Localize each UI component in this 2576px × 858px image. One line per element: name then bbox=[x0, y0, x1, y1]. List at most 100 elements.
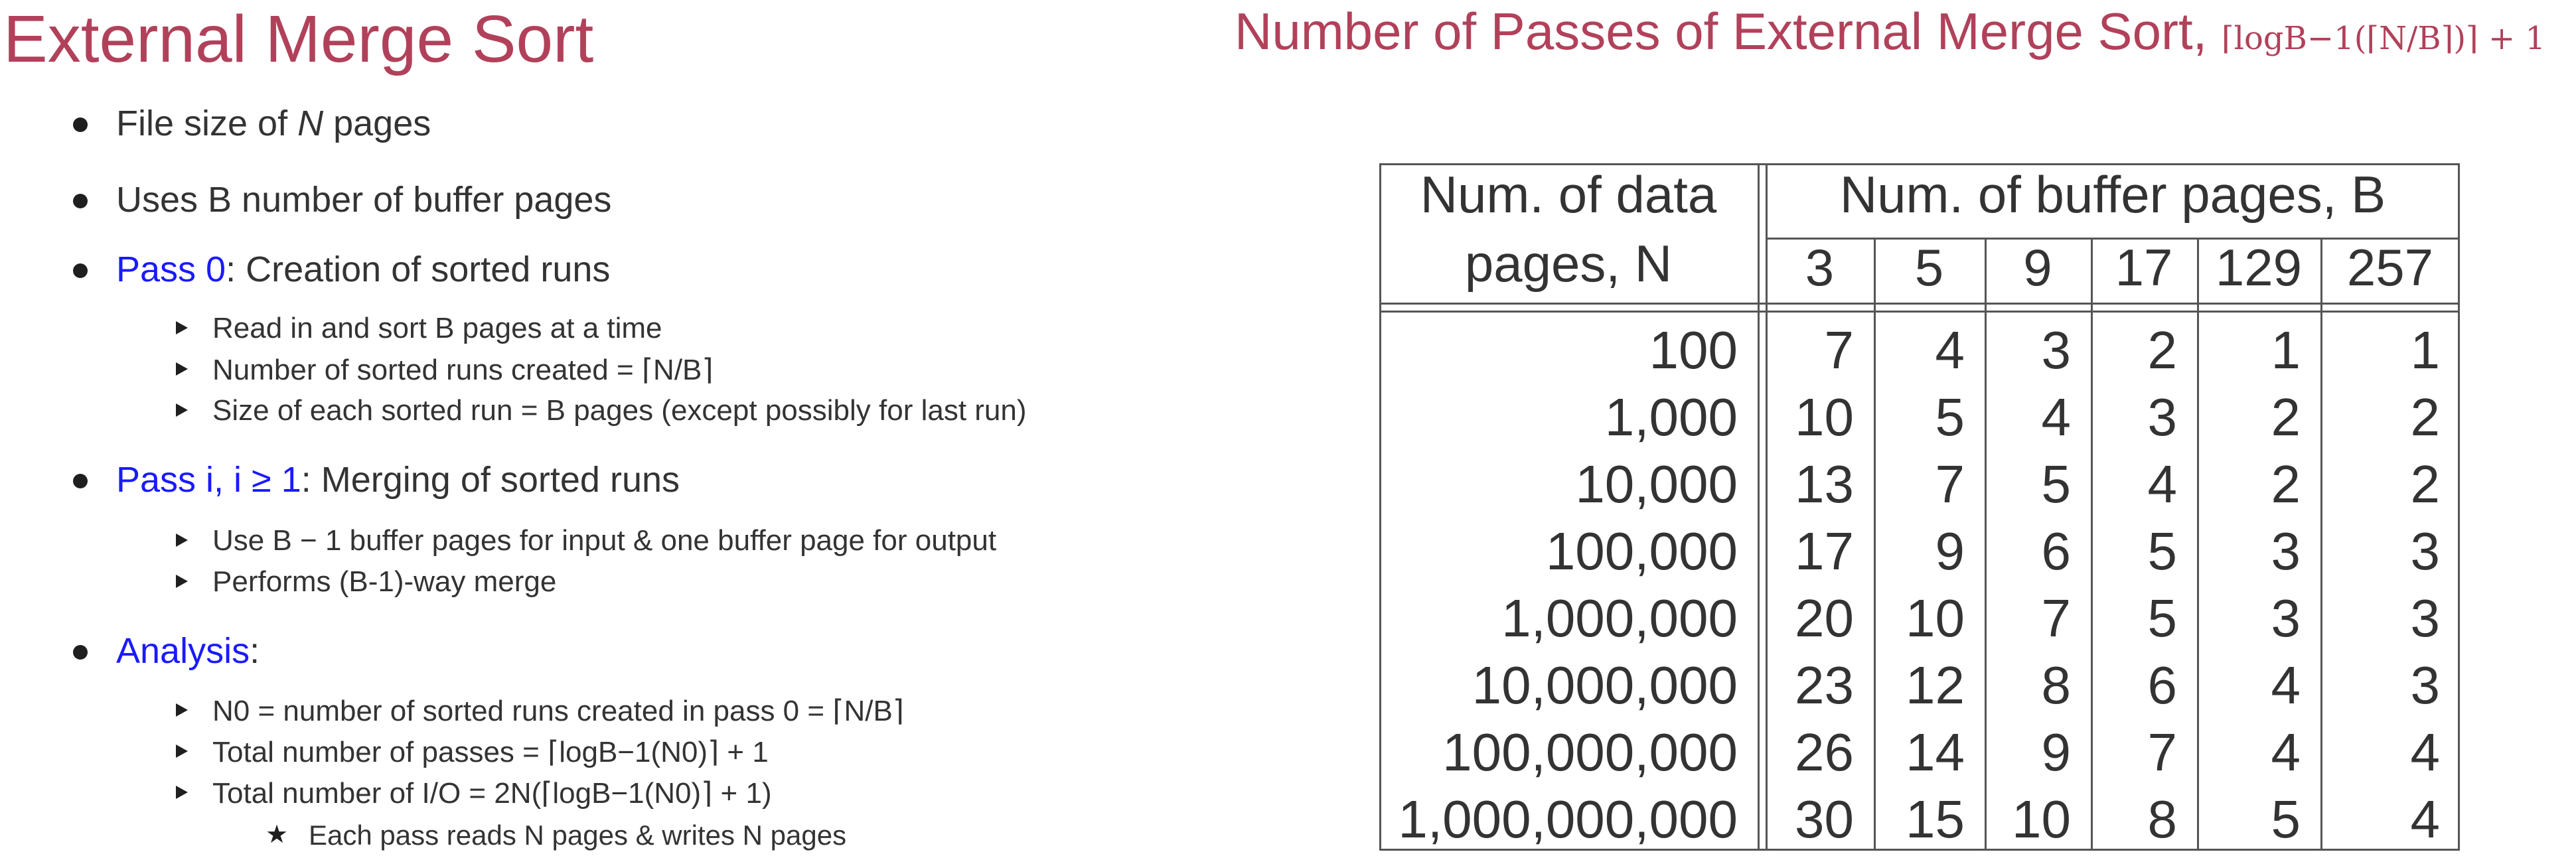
row-n-value: 100,000,000 bbox=[1442, 723, 1738, 782]
column-rule bbox=[2320, 238, 2322, 851]
pass-count-cell: 17 bbox=[1795, 522, 1854, 581]
pass-count-cell: 30 bbox=[1795, 790, 1854, 849]
pass-count-cell: 5 bbox=[2271, 790, 2301, 849]
column-rule bbox=[2091, 238, 2093, 851]
pass-count-cell: 8 bbox=[2147, 790, 2178, 849]
pass-count-cell: 5 bbox=[2041, 455, 2072, 514]
right-title: Number of Passes of External Merge Sort,… bbox=[1235, 2, 2546, 60]
triangle-bullet-icon bbox=[176, 534, 188, 547]
pass-count-cell: 4 bbox=[2041, 388, 2072, 447]
pass-count-cell: 2 bbox=[2271, 455, 2301, 514]
column-rule bbox=[1874, 238, 1876, 851]
pass-count-cell: 26 bbox=[1795, 723, 1854, 782]
pass-count-cell: 23 bbox=[1795, 656, 1854, 715]
pass-count-cell: 7 bbox=[2041, 589, 2072, 648]
pass-count-cell: 7 bbox=[2147, 723, 2178, 782]
pass-count-cell: 3 bbox=[2041, 321, 2072, 380]
pass-count-cell: 5 bbox=[2147, 522, 2178, 581]
column-group-header: Num. of buffer pages, B bbox=[1839, 165, 2386, 224]
pass-count-cell: 3 bbox=[2410, 522, 2441, 581]
pass-count-cell: 1 bbox=[2271, 321, 2301, 380]
pass-count-cell: 4 bbox=[2271, 723, 2301, 782]
pass-count-cell: 2 bbox=[2410, 388, 2441, 447]
column-header-b-129: 129 bbox=[2215, 238, 2303, 297]
bullet-dot-icon bbox=[73, 474, 88, 488]
triangle-bullet-icon bbox=[176, 745, 188, 758]
title-formula: ⌈logB−1(⌈N/B⌉)⌉ + 1 bbox=[2221, 20, 2546, 57]
pass-count-cell: 6 bbox=[2147, 656, 2178, 715]
column-header-b-257: 257 bbox=[2346, 238, 2434, 297]
column-header-b-17: 17 bbox=[2115, 238, 2173, 297]
pass-count-cell: 5 bbox=[1935, 388, 1965, 447]
bullet-dot-icon bbox=[73, 645, 88, 660]
triangle-bullet-icon bbox=[176, 403, 188, 417]
header-rule-2 bbox=[1379, 311, 2460, 313]
pass-count-cell: 3 bbox=[2410, 656, 2441, 715]
pass-count-cell: 1 bbox=[2410, 321, 2441, 380]
triangle-bullet-icon bbox=[176, 575, 188, 588]
pass-count-cell: 20 bbox=[1795, 589, 1854, 648]
row-n-value: 1,000 bbox=[1604, 388, 1738, 447]
star-bullet-icon: ★ bbox=[265, 821, 289, 849]
pass-count-cell: 13 bbox=[1795, 455, 1854, 514]
pass-count-cell: 9 bbox=[1935, 522, 1965, 581]
left-slide: External Merge Sort File size of N pages… bbox=[3, 2, 1027, 851]
bullet-text: Uses B number of buffer pages bbox=[116, 180, 612, 220]
column-header-b-9: 9 bbox=[2023, 238, 2052, 297]
header-rule-1 bbox=[1379, 303, 2460, 305]
pass-count-cell: 7 bbox=[1824, 321, 1855, 380]
pass-count-cell: 2 bbox=[2147, 321, 2178, 380]
bullet-text: Pass 0: Creation of sorted runs bbox=[116, 250, 611, 289]
pass-count-cell: 9 bbox=[2041, 723, 2072, 782]
pass-count-cell: 10 bbox=[1906, 589, 1965, 648]
pass-count-cell: 3 bbox=[2147, 388, 2178, 447]
passes-table: Num. of data pages, N Num. of buffer pages… bbox=[1379, 163, 2460, 851]
pass-count-cell: 2 bbox=[2271, 388, 2301, 447]
pass-count-cell: 4 bbox=[2410, 790, 2441, 849]
pass-count-cell: 3 bbox=[2271, 589, 2301, 648]
triangle-bullet-icon bbox=[176, 786, 188, 799]
pass-count-cell: 5 bbox=[2147, 589, 2178, 648]
column-rule bbox=[1985, 238, 1987, 851]
triangle-bullet-icon bbox=[176, 703, 188, 717]
row-header-rule-2 bbox=[1766, 163, 1768, 851]
bullet-text: File size of N pages bbox=[116, 104, 431, 143]
row-n-value: 10,000 bbox=[1575, 455, 1738, 514]
pass-count-cell: 8 bbox=[2041, 656, 2072, 715]
column-header-b-5: 5 bbox=[1914, 238, 1944, 297]
pass-count-cell: 10 bbox=[2012, 790, 2071, 849]
row-n-value: 1,000,000,000 bbox=[1398, 790, 1738, 849]
row-header-line-1: Num. of data bbox=[1420, 165, 1717, 224]
triangle-bullet-icon bbox=[176, 362, 188, 376]
table-border-left bbox=[1379, 163, 1381, 851]
table-border-top bbox=[1379, 163, 2460, 165]
bullet-dot-icon bbox=[73, 263, 88, 278]
row-n-value: 100,000 bbox=[1545, 522, 1738, 581]
bullet-text: Pass i, i ≥ 1: Merging of sorted runs bbox=[116, 460, 680, 500]
pass-count-cell: 15 bbox=[1906, 790, 1965, 849]
pass-count-cell: 3 bbox=[2410, 589, 2441, 648]
bullet-dot-icon bbox=[73, 117, 88, 132]
pass-count-cell: 10 bbox=[1795, 388, 1854, 447]
group-header-rule bbox=[1766, 238, 2460, 240]
pass-count-cell: 3 bbox=[2271, 522, 2301, 581]
pass-count-cell: 4 bbox=[2271, 656, 2301, 715]
column-header-b-3: 3 bbox=[1805, 238, 1835, 297]
row-n-value: 1,000,000 bbox=[1501, 589, 1738, 648]
table-border-right bbox=[2458, 163, 2460, 851]
pass-count-cell: 4 bbox=[1935, 321, 1965, 380]
pass-count-cell: 4 bbox=[2410, 723, 2441, 782]
row-header-rule-1 bbox=[1758, 163, 1760, 851]
bullet-text: Analysis: bbox=[116, 631, 260, 671]
row-n-value: 100 bbox=[1649, 321, 1738, 380]
pass-count-cell: 14 bbox=[1906, 723, 1965, 782]
column-rule bbox=[2197, 238, 2199, 851]
triangle-bullet-icon bbox=[176, 321, 188, 334]
pass-count-cell: 6 bbox=[2041, 522, 2072, 581]
pass-count-cell: 12 bbox=[1906, 656, 1965, 715]
pass-count-cell: 4 bbox=[2147, 455, 2178, 514]
bullet-dot-icon bbox=[73, 194, 88, 208]
pass-count-cell: 2 bbox=[2410, 455, 2441, 514]
right-slide: Number of Passes of External Merge Sort,… bbox=[1235, 0, 2576, 858]
table-border-bottom bbox=[1379, 849, 2460, 851]
